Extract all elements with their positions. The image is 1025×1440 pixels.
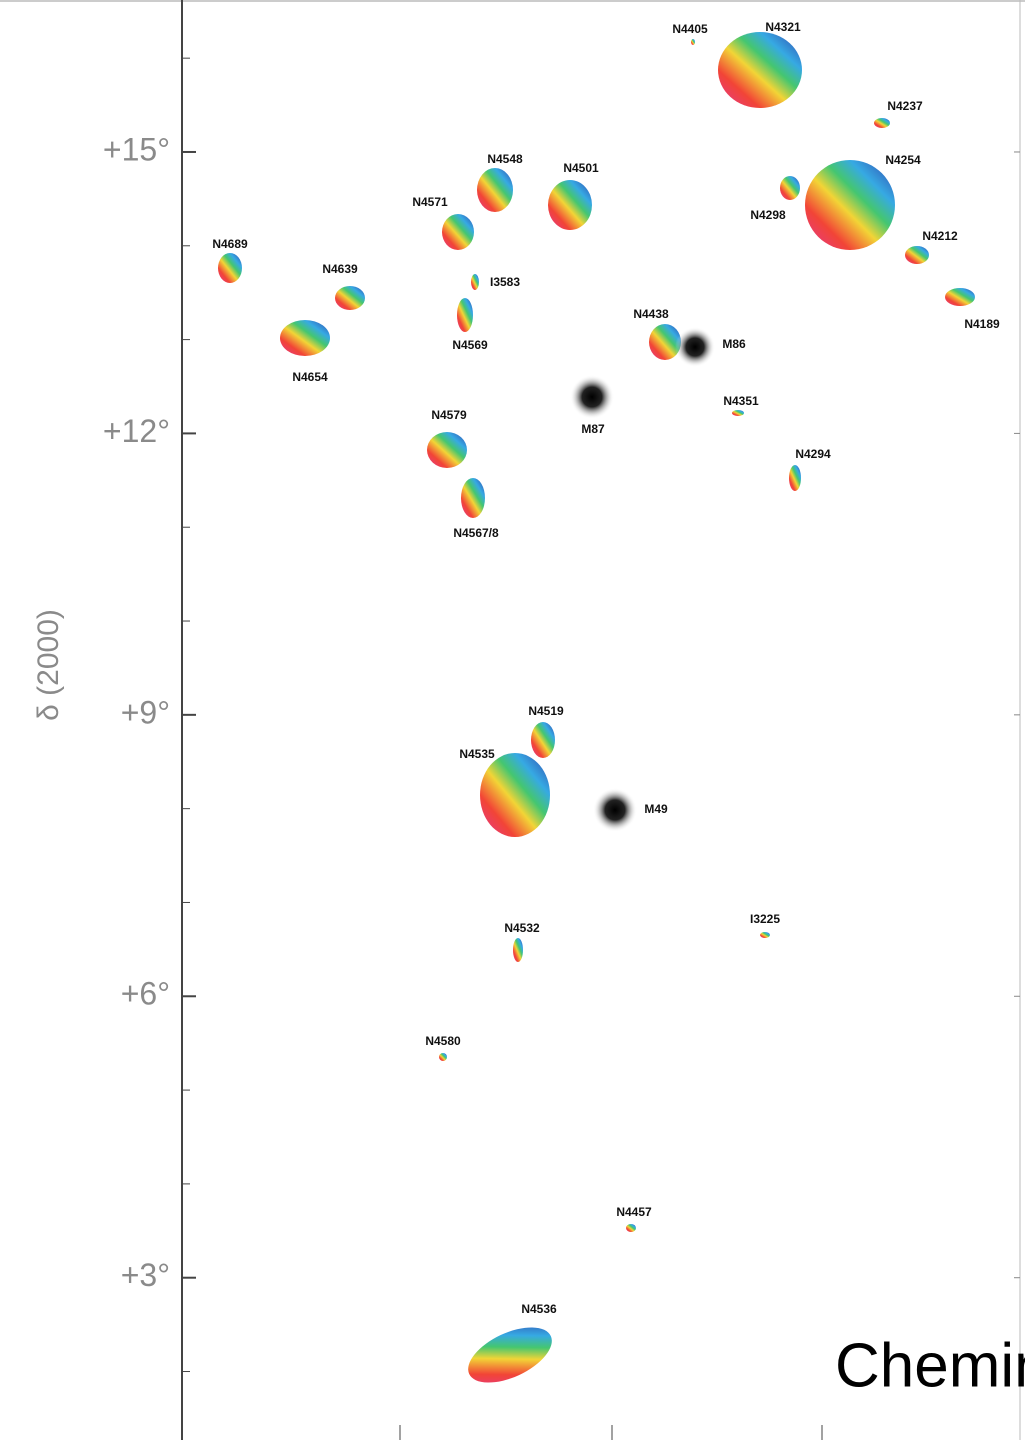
y-tick-label: +6° [121,976,170,1012]
velocity-field [480,753,550,837]
y-tick-label: +3° [121,1257,170,1293]
velocity-field [460,1316,560,1394]
velocity-field [691,39,695,45]
galaxy-label: N4438 [633,307,669,321]
velocity-field [626,1224,636,1232]
velocity-field [477,168,513,212]
y-tick-label: +15° [103,131,170,167]
galaxy-image [675,327,715,367]
galaxy-label: N4567/8 [453,526,499,540]
galaxy-label: N4580 [425,1034,461,1048]
galaxy-label: N4189 [964,317,1000,331]
velocity-field [442,214,474,250]
velocity-field [280,320,330,356]
galaxy-label: N4535 [459,747,495,761]
galaxy-label: N4212 [922,229,958,243]
galaxy-label: N4298 [750,208,786,222]
galaxy-label: N4321 [765,20,801,34]
galaxy-label: N4237 [887,99,923,113]
velocity-field [780,176,800,200]
galaxy-label: N4457 [616,1205,652,1219]
velocity-field [335,286,365,310]
galaxy-label: I3225 [750,912,780,926]
galaxy-label: N4405 [672,22,708,36]
y-axis-label: δ (2000) [32,609,65,721]
galaxy-label: N4254 [885,153,921,167]
galaxy-label: N4548 [487,152,523,166]
caption: Chemin [835,1331,1025,1400]
galaxy-image [570,375,614,419]
galaxy-label: N4294 [795,447,831,461]
velocity-field [732,410,744,416]
galaxy-image [593,788,637,832]
velocity-field [805,160,895,250]
velocity-field [218,253,242,283]
galaxy-label: M86 [722,337,746,351]
galaxy-label: N4639 [322,262,358,276]
x-axis-ticks [400,1425,822,1440]
galaxy-label: N4532 [504,921,540,935]
velocity-field [531,722,555,758]
galaxy-label: N4519 [528,704,564,718]
velocity-field [760,932,770,938]
galaxy-label: M87 [581,422,605,436]
galaxy-label: N4579 [431,408,467,422]
galaxy-label: N4569 [452,338,488,352]
galaxy-label: N4571 [412,195,448,209]
velocity-field [718,32,802,108]
galaxy-label: N4689 [212,237,248,251]
galaxy-label: N4351 [723,394,759,408]
y-tick-label: +9° [121,694,170,730]
galaxy-label: N4536 [521,1302,557,1316]
sky-map: δ (2000) Chemin +15° +12° +9° +6° +3° N4405 N4… [0,0,1025,1440]
galaxy-label: N4654 [292,370,328,384]
velocity-field [548,180,592,230]
velocity-field [874,118,890,128]
y-tick-label: +12° [103,413,170,449]
galaxy-label: N4501 [563,161,599,175]
galaxy-label: M49 [644,802,668,816]
velocity-field [439,1053,447,1061]
velocity-field [945,288,975,306]
velocity-field [471,274,479,290]
page: δ (2000) Chemin +15° +12° +9° +6° +3° N4405 N4… [0,0,1025,1440]
velocity-field [513,938,523,962]
velocity-field [457,298,473,332]
velocity-field [461,478,485,518]
galaxy-label: I3583 [490,275,520,289]
velocity-field [789,465,801,491]
velocity-field [427,432,467,468]
velocity-field [905,246,929,264]
